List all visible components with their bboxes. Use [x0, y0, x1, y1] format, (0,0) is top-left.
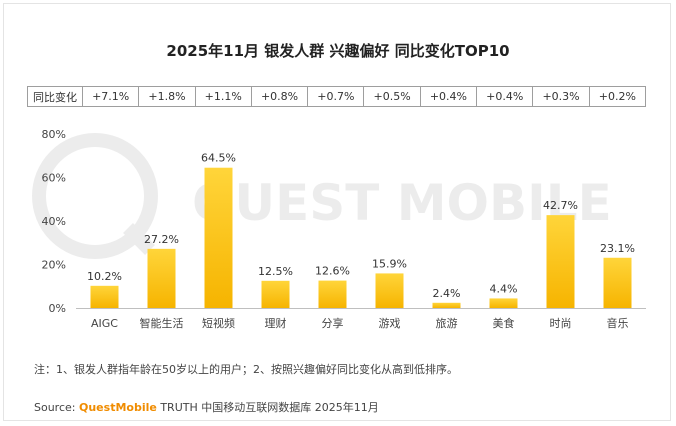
x-tick-label: 音乐 — [607, 316, 629, 330]
yoy-change-row: 同比变化 +7.1% +1.8% +1.1% +0.8% +0.7% +0.5%… — [27, 86, 647, 107]
x-tick-label: 旅游 — [436, 316, 458, 330]
y-axis: 0% 20% 40% 60% 80% — [42, 128, 66, 315]
bar-value-label: 23.1% — [600, 242, 635, 255]
bar-value-label: 27.2% — [144, 233, 179, 246]
chart-frame — [3, 3, 671, 421]
yoy-cell: +0.7% — [307, 86, 365, 107]
bar-value-label: 42.7% — [543, 199, 578, 212]
yoy-header-cell: 同比变化 — [27, 86, 83, 107]
bar-value-label: 15.9% — [372, 257, 407, 270]
x-tick-label: 理财 — [265, 316, 287, 330]
bar — [147, 248, 176, 308]
bar-value-label: 4.4% — [490, 282, 518, 295]
bar-value-label: 12.6% — [315, 265, 350, 278]
bar — [375, 273, 404, 308]
x-tick-label: 智能生活 — [140, 316, 184, 330]
source-label: Source: — [34, 401, 76, 414]
yoy-cell: +0.2% — [588, 86, 647, 107]
bar — [546, 215, 575, 308]
bar — [204, 167, 233, 308]
bar — [432, 302, 461, 308]
y-tick-label: 60% — [42, 172, 66, 185]
x-tick-label: 分享 — [322, 316, 344, 330]
x-tick-label: 短视频 — [202, 316, 235, 330]
source-line: Source: QuestMobile TRUTH 中国移动互联网数据库 202… — [34, 399, 379, 415]
footnote: 注：1、银发人群指年龄在50岁以上的用户；2、按照兴趣偏好同比变化从高到低排序。 — [34, 363, 458, 376]
yoy-cell: +0.8% — [250, 86, 309, 107]
y-tick-label: 0% — [49, 302, 66, 315]
yoy-change-table: 同比变化 +7.1% +1.8% +1.1% +0.8% +0.7% +0.5%… — [27, 86, 647, 107]
y-tick-label: 40% — [42, 215, 66, 228]
yoy-cell: +0.3% — [532, 86, 590, 107]
watermark-logo-tail — [123, 223, 155, 255]
bar — [90, 285, 119, 308]
watermark: QUEST MOBILE — [32, 133, 612, 259]
source-brand: QuestMobile — [79, 401, 157, 414]
bars: 10.2% 27.2% 64.5% 12.5% 12.6% 15.9% 2.4% 4.4% 42… — [87, 152, 635, 308]
bar — [603, 257, 632, 308]
bar-value-label: 10.2% — [87, 270, 122, 283]
x-tick-label: AIGC — [91, 317, 118, 330]
yoy-cell: +1.1% — [194, 86, 252, 107]
y-tick-label: 80% — [42, 128, 66, 141]
watermark-text: QUEST MOBILE — [192, 174, 612, 232]
bar — [318, 280, 347, 308]
bar-value-label: 2.4% — [433, 287, 461, 300]
bar — [261, 280, 290, 308]
source-rest: TRUTH 中国移动互联网数据库 2025年11月 — [160, 401, 379, 414]
yoy-cell: +0.4% — [476, 86, 534, 107]
bar-value-label: 64.5% — [201, 152, 236, 165]
x-axis: AIGC 智能生活 短视频 理财 分享 游戏 旅游 美食 时尚 音乐 — [91, 316, 628, 330]
x-tick-label: 游戏 — [379, 317, 401, 330]
bar-value-label: 12.5% — [258, 265, 293, 278]
x-tick-label: 美食 — [493, 316, 515, 330]
yoy-cell: +1.8% — [138, 86, 196, 107]
x-tick-label: 时尚 — [550, 316, 572, 330]
watermark-logo-ring — [32, 133, 158, 259]
bar — [489, 298, 518, 308]
yoy-cell: +0.5% — [363, 86, 421, 107]
yoy-cell: +0.4% — [419, 86, 478, 107]
y-tick-label: 20% — [42, 259, 66, 272]
chart-title: 2025年11月 银发人群 兴趣偏好 同比变化TOP10 — [166, 42, 510, 60]
